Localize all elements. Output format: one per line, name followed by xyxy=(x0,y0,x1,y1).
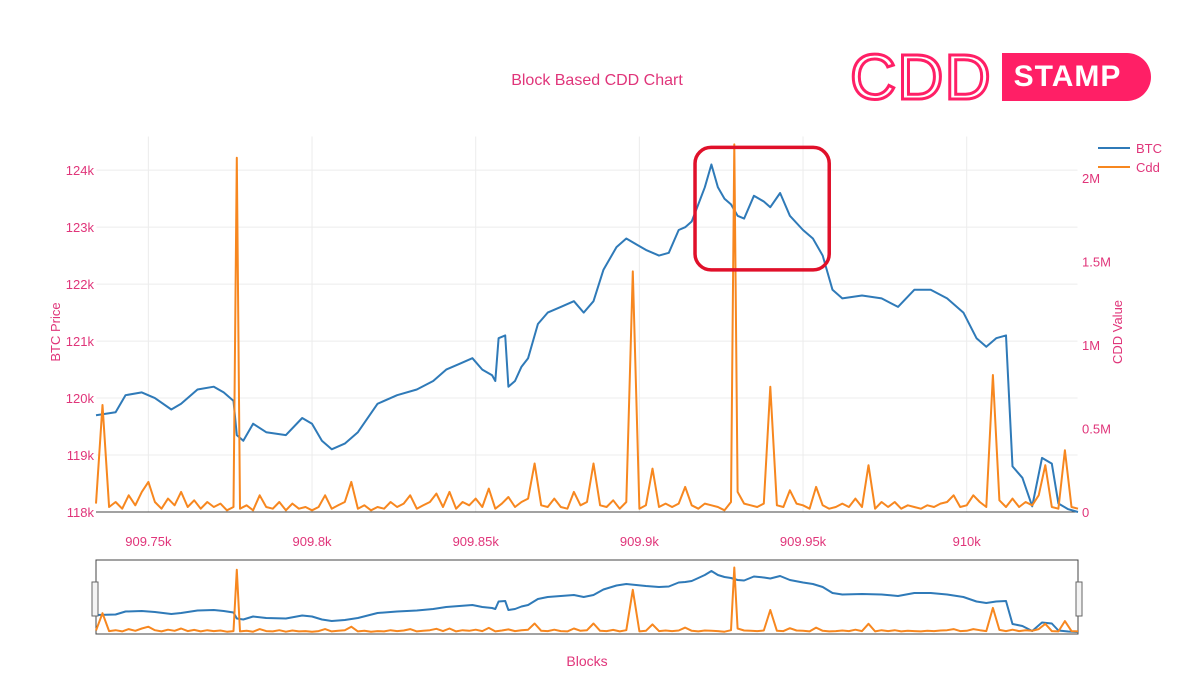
y-right-tick-label: 2M xyxy=(1082,171,1100,186)
y-left-tick-label: 124k xyxy=(66,163,95,178)
range-slider-left-handle[interactable] xyxy=(91,581,99,617)
x-tick-label: 909.95k xyxy=(780,534,827,549)
cddstamp-logo: CDD STAMP xyxy=(849,41,1152,113)
legend[interactable]: BTC Cdd xyxy=(1098,141,1162,175)
highlight-box xyxy=(693,145,831,272)
grid-lines xyxy=(96,136,1078,512)
series-layer xyxy=(95,143,1079,513)
logo-stamp-badge: STAMP xyxy=(1001,53,1152,101)
x-tick-label: 909.85k xyxy=(453,534,500,549)
y-left-tick-label: 119k xyxy=(67,448,95,463)
slider-line-btc xyxy=(95,570,1079,633)
y-left-tick-label: 122k xyxy=(66,277,95,292)
x-axis-label: Blocks xyxy=(566,653,607,669)
slider-line-cdd xyxy=(95,566,1079,633)
y-left-tick-labels: 118k 119k 120k 121k 122k 123k 124k xyxy=(66,163,95,520)
x-tick-label: 909.8k xyxy=(293,534,333,549)
x-tick-labels: 909.75k 909.8k 909.85k 909.9k 909.95k 910k xyxy=(125,534,981,549)
y-right-tick-label: 0 xyxy=(1082,505,1089,520)
chart-title: Block Based CDD Chart xyxy=(511,72,683,89)
range-slider-right-handle[interactable] xyxy=(1075,581,1083,617)
range-slider-series xyxy=(95,566,1079,633)
x-tick-label: 909.75k xyxy=(125,534,172,549)
plot-area-border xyxy=(95,135,1079,513)
series-line-cdd xyxy=(95,143,1079,512)
y-right-tick-label: 1.5M xyxy=(1082,254,1111,269)
x-tick-label: 910k xyxy=(953,534,982,549)
series-line-btc xyxy=(95,163,1079,513)
legend-label-btc: BTC xyxy=(1136,141,1162,156)
y-axis-left-label: BTC Price xyxy=(48,302,63,361)
range-slider[interactable] xyxy=(91,559,1083,635)
x-tick-label: 909.9k xyxy=(620,534,660,549)
y-left-tick-label: 123k xyxy=(66,220,95,235)
y-right-tick-label: 0.5M xyxy=(1082,421,1111,436)
legend-label-cdd: Cdd xyxy=(1136,160,1160,175)
y-right-tick-label: 1M xyxy=(1082,338,1100,353)
y-left-tick-label: 121k xyxy=(66,334,95,349)
y-right-tick-labels: 0 0.5M 1M 1.5M 2M xyxy=(1082,171,1111,520)
y-left-tick-label: 118k xyxy=(67,505,95,520)
y-left-tick-label: 120k xyxy=(66,391,95,406)
logo-cdd-text: CDD xyxy=(849,41,993,113)
y-axis-right-label: CDD Value xyxy=(1110,300,1125,364)
